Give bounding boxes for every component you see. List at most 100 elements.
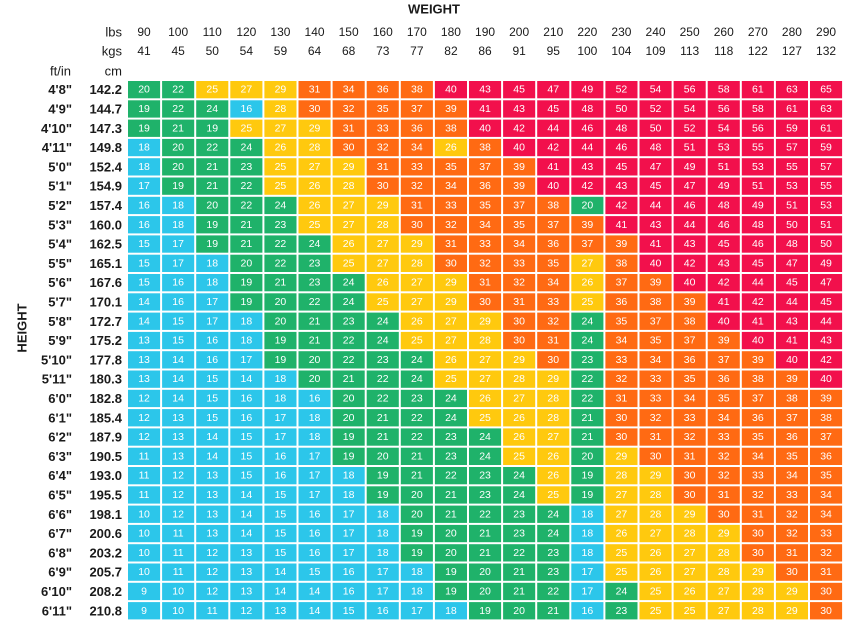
bmi-cell: 31 [537, 331, 570, 350]
bmi-cell: 29 [741, 563, 774, 581]
bmi-value: 30 [547, 354, 559, 366]
bmi-cell-bg [434, 119, 467, 137]
bmi-value: 20 [377, 450, 389, 462]
bmi-cell-bg [469, 81, 502, 99]
bmi-value: 14 [172, 373, 184, 385]
bmi-value: 13 [172, 450, 184, 462]
bmi-cell-bg [230, 119, 263, 137]
bmi-cell-bg [537, 467, 570, 485]
bmi-cell: 24 [366, 312, 399, 330]
bmi-value: 33 [513, 257, 525, 269]
bmi-cell-bg [639, 351, 672, 369]
bmi-cell-bg [128, 235, 161, 253]
bmi-value: 15 [138, 257, 150, 269]
bmi-value: 15 [343, 605, 355, 617]
bmi-cell: 23 [332, 312, 365, 330]
bmi-value: 32 [343, 103, 355, 115]
bmi-cell: 19 [196, 119, 229, 137]
bmi-cell: 20 [264, 293, 297, 311]
bmi-cell-bg [775, 177, 808, 195]
bmi-cell-bg [434, 524, 467, 543]
weight-lbs-tick: 110 [203, 25, 222, 39]
bmi-value: 26 [309, 199, 321, 211]
bmi-cell-bg [434, 409, 467, 427]
bmi-cell-bg [673, 196, 706, 215]
bmi-cell: 21 [434, 505, 467, 523]
bmi-value: 28 [411, 257, 423, 269]
bmi-cell: 25 [639, 602, 672, 620]
bmi-cell: 33 [469, 235, 502, 253]
bmi-cell: 22 [332, 351, 365, 369]
bmi-value: 17 [206, 296, 218, 308]
bmi-cell: 45 [503, 81, 536, 99]
bmi-cell-bg [605, 447, 638, 465]
bmi-cell-bg [537, 158, 570, 176]
bmi-value: 44 [752, 277, 764, 289]
bmi-value: 22 [275, 257, 287, 269]
bmi-value: 16 [206, 335, 218, 347]
bmi-cell: 27 [332, 216, 365, 234]
bmi-value: 29 [377, 199, 389, 211]
bmi-cell: 45 [775, 274, 808, 292]
bmi-cell: 23 [434, 428, 467, 446]
weight-kgs-tick: 50 [206, 44, 220, 58]
weight-lbs-tick: 160 [373, 25, 393, 39]
bmi-value: 48 [582, 103, 594, 115]
bmi-cell: 39 [639, 274, 672, 292]
bmi-cell-bg [128, 138, 161, 157]
bmi-cell-bg [810, 467, 843, 485]
bmi-value: 29 [752, 566, 764, 578]
bmi-cell: 29 [775, 582, 808, 601]
bmi-cell: 37 [639, 312, 672, 330]
bmi-cell-bg [775, 505, 808, 523]
bmi-cell-bg [810, 351, 843, 369]
bmi-cell: 28 [264, 100, 297, 118]
height-cm-tick: 149.8 [89, 140, 122, 155]
bmi-cell-bg [605, 100, 638, 118]
bmi-value: 20 [513, 605, 525, 617]
bmi-value: 31 [377, 161, 389, 173]
bmi-cell-bg [469, 370, 502, 388]
bmi-cell: 47 [537, 81, 570, 99]
bmi-value: 56 [752, 122, 764, 134]
bmi-value: 32 [513, 277, 525, 289]
bmi-value: 27 [309, 161, 321, 173]
bmi-cell-bg [707, 216, 740, 234]
height-ftin-tick: 5'5" [48, 256, 72, 271]
bmi-cell-bg [400, 351, 433, 369]
height-ftin-tick: 6'11" [42, 603, 72, 618]
bmi-value: 14 [138, 315, 150, 327]
bmi-cell-bg [366, 505, 399, 523]
bmi-cell-bg [707, 274, 740, 292]
bmi-cell: 21 [366, 409, 399, 427]
bmi-cell: 29 [673, 505, 706, 523]
bmi-cell-bg [264, 196, 297, 215]
bmi-value: 15 [172, 315, 184, 327]
bmi-cell: 21 [298, 312, 331, 330]
bmi-value: 13 [138, 354, 150, 366]
bmi-cell: 57 [775, 138, 808, 157]
bmi-cell: 22 [264, 254, 297, 272]
ftin-unit-label: ft/in [50, 64, 71, 79]
bmi-cell-bg [196, 177, 229, 195]
bmi-value: 9 [141, 605, 147, 617]
bmi-cell: 19 [400, 544, 433, 562]
bmi-cell: 13 [230, 582, 263, 601]
bmi-value: 34 [684, 392, 696, 404]
bmi-cell-bg [673, 563, 706, 581]
bmi-cell-bg [332, 177, 365, 195]
bmi-cell-bg [366, 602, 399, 620]
bmi-cell-bg [571, 563, 604, 581]
bmi-value: 36 [547, 238, 559, 250]
bmi-cell: 32 [741, 486, 774, 504]
bmi-cell-bg [366, 254, 399, 272]
bmi-cell-bg [810, 563, 843, 581]
bmi-cell-bg [196, 428, 229, 446]
bmi-cell: 22 [230, 177, 263, 195]
bmi-cell: 59 [775, 119, 808, 137]
bmi-cell: 24 [298, 235, 331, 253]
bmi-value: 50 [786, 219, 798, 231]
bmi-cell-bg [332, 524, 365, 543]
bmi-cell: 28 [537, 389, 570, 408]
bmi-cell-bg [230, 582, 263, 601]
